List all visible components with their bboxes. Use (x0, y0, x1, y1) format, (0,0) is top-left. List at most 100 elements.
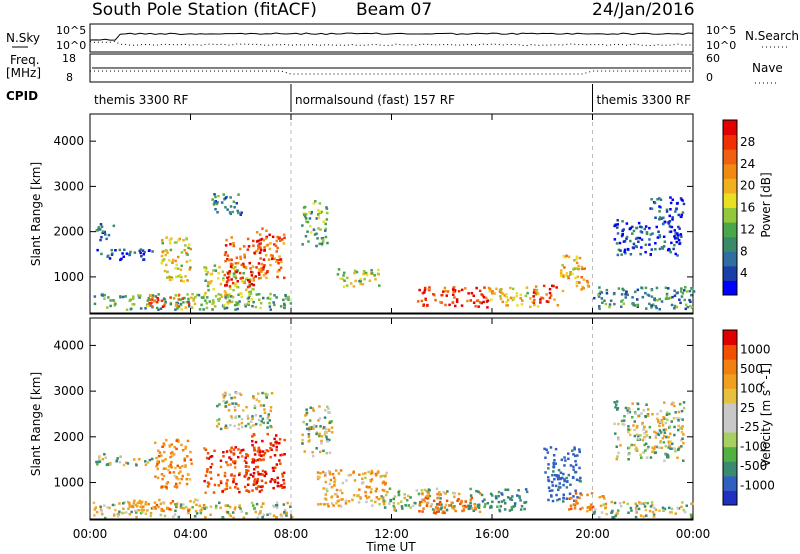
data-cell (324, 474, 327, 477)
data-cell (629, 239, 632, 243)
data-cell (573, 507, 577, 510)
data-cell (489, 492, 493, 496)
data-cell (535, 288, 539, 292)
data-cell (681, 211, 685, 214)
data-cell (568, 492, 572, 495)
data-cell (692, 290, 696, 293)
data-cell (236, 301, 239, 305)
data-cell (667, 446, 670, 449)
data-cell (524, 488, 528, 491)
data-cell (253, 406, 257, 409)
data-cell (575, 284, 579, 288)
data-cell (225, 306, 229, 310)
panel-frame (89, 113, 694, 315)
data-cell (662, 509, 665, 512)
data-cell (245, 405, 248, 409)
data-cell (228, 211, 232, 214)
data-cell (165, 482, 169, 485)
data-cell (282, 298, 285, 302)
cpid-segment-label: normalsound (fast) 157 RF (295, 93, 455, 107)
data-cell (169, 502, 173, 505)
data-cell (548, 287, 552, 291)
data-cell (169, 455, 172, 459)
data-cell (682, 202, 686, 206)
data-cell (264, 254, 268, 257)
data-cell (646, 447, 649, 451)
data-cell (624, 293, 627, 296)
data-cell (321, 244, 324, 247)
data-cell (382, 480, 385, 484)
data-cell (334, 469, 338, 472)
data-cell (663, 459, 666, 462)
data-cell (320, 439, 323, 443)
data-cell (128, 513, 132, 516)
data-cell (164, 248, 168, 252)
data-cell (616, 232, 620, 235)
data-cell (259, 238, 262, 242)
data-cell (497, 494, 500, 498)
data-cell (260, 262, 264, 266)
data-cell (313, 233, 317, 236)
data-cell (134, 503, 138, 507)
data-cell (161, 477, 164, 481)
data-cell (552, 461, 555, 465)
data-cell (279, 462, 282, 465)
y-tick-label: 3000 (53, 179, 84, 193)
data-cell (676, 456, 679, 459)
data-cell (636, 298, 639, 301)
data-cell (574, 470, 578, 474)
data-cell (328, 421, 332, 424)
data-cell (139, 502, 143, 505)
data-cell (254, 482, 257, 486)
data-cell (182, 503, 185, 506)
data-cell (103, 504, 106, 507)
data-cell (154, 475, 157, 478)
data-cell (238, 473, 241, 477)
colorbar-tick-label: 8 (740, 244, 748, 258)
data-cell (554, 462, 557, 465)
data-cell (175, 275, 178, 279)
data-cell (138, 501, 141, 504)
data-cell (270, 478, 274, 481)
data-cell (225, 282, 229, 285)
data-cell (324, 498, 328, 501)
data-cell (536, 292, 540, 295)
data-cell (231, 295, 235, 299)
data-cell (329, 478, 333, 482)
data-cell (512, 297, 516, 301)
data-cell (320, 210, 324, 214)
data-cell (307, 240, 310, 243)
data-cell (240, 421, 244, 425)
data-cell (155, 465, 158, 468)
data-cell (234, 265, 237, 269)
data-cell (278, 485, 281, 488)
data-cell (678, 298, 681, 301)
data-cell (176, 267, 180, 270)
data-cell (384, 481, 387, 485)
data-cell (261, 450, 265, 453)
colorbar-tick-label: 24 (740, 157, 755, 171)
data-cell (633, 434, 637, 438)
data-cell (629, 433, 632, 437)
data-cell (224, 405, 228, 408)
data-cell (448, 303, 451, 307)
data-cell (146, 304, 149, 307)
data-cell (205, 302, 208, 305)
data-cell (169, 452, 173, 455)
data-cell (651, 510, 655, 514)
colorbar-tick-label: 4 (740, 266, 748, 280)
data-cell (631, 402, 634, 405)
data-cell (103, 293, 106, 297)
data-cell (267, 413, 270, 416)
data-cell (234, 415, 238, 418)
data-cell (229, 458, 233, 461)
data-cell (616, 226, 619, 229)
data-cell (370, 499, 373, 502)
data-cell (381, 481, 385, 485)
data-cell (323, 433, 327, 436)
data-cell (480, 493, 484, 497)
x-tick-label: 20:00 (575, 527, 610, 541)
data-cell (559, 272, 563, 275)
data-cell (180, 264, 183, 268)
data-cell (263, 474, 266, 478)
